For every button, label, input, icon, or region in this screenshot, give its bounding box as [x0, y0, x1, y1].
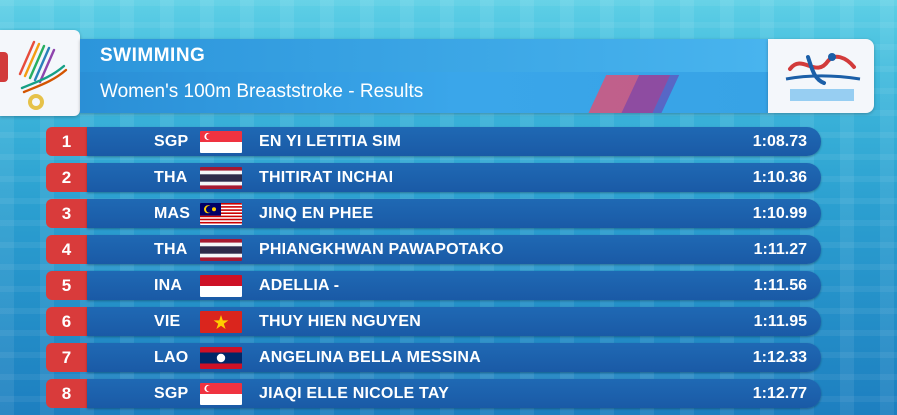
flag-tha-icon	[200, 239, 242, 261]
country-code: SGP	[154, 133, 189, 150]
result-time: 1:11.95	[753, 313, 807, 330]
country-code: SGP	[154, 385, 189, 402]
result-row: 7 LAO ANGELINA BELLA MESSINA 1:12.33	[46, 343, 821, 372]
flag-mas-icon	[200, 203, 242, 225]
result-row: 4 THA PHIANGKHWAN PAWAPOTAKO 1:11.27	[46, 235, 821, 264]
athlete-name: PHIANGKHWAN PAWAPOTAKO	[259, 241, 504, 258]
results-header: SWIMMING Women's 100m Breaststroke - Res…	[80, 39, 768, 113]
result-time: 1:12.77	[752, 385, 807, 402]
country-code: THA	[154, 241, 188, 258]
rank-badge: 4	[46, 235, 87, 264]
result-time: 1:12.33	[752, 349, 807, 366]
rank-badge: 3	[46, 199, 87, 228]
swimming-logo-right	[768, 39, 874, 113]
logo-tab	[0, 52, 8, 82]
header-top-band	[80, 39, 768, 72]
rank-badge: 8	[46, 379, 87, 408]
country-code: THA	[154, 169, 188, 186]
result-row: 8 SGP JIAQI ELLE NICOLE TAY 1:12.77	[46, 379, 821, 408]
result-bar: THA PHIANGKHWAN PAWAPOTAKO 1:11.27	[87, 235, 821, 264]
athlete-name: ADELLIA -	[259, 277, 340, 294]
flag-tha-icon	[200, 167, 242, 189]
games-logo-left	[0, 30, 80, 116]
athlete-name: JINQ EN PHEE	[259, 205, 374, 222]
result-bar: SGP EN YI LETITIA SIM 1:08.73	[87, 127, 821, 156]
flag-sgp-icon	[200, 383, 242, 405]
result-time: 1:08.73	[752, 133, 807, 150]
country-code: INA	[154, 277, 183, 294]
flag-lao-icon	[200, 347, 242, 369]
result-row: 6 VIE THUY HIEN NGUYEN 1:11.95	[46, 307, 821, 336]
athlete-name: ANGELINA BELLA MESSINA	[259, 349, 481, 366]
rank-badge: 5	[46, 271, 87, 300]
result-row: 3 MAS JINQ EN PHEE 1:10.99	[46, 199, 821, 228]
result-time: 1:11.56	[753, 277, 807, 294]
athlete-name: EN YI LETITIA SIM	[259, 133, 402, 150]
athlete-name: THITIRAT INCHAI	[259, 169, 394, 186]
result-bar: SGP JIAQI ELLE NICOLE TAY 1:12.77	[87, 379, 821, 408]
result-time: 1:10.99	[752, 205, 807, 222]
swimmer-emblem-icon	[785, 53, 861, 101]
event-title: Women's 100m Breaststroke - Results	[100, 81, 424, 102]
result-row: 1 SGP EN YI LETITIA SIM 1:08.73	[46, 127, 821, 156]
athlete-name: THUY HIEN NGUYEN	[259, 313, 422, 330]
country-code: LAO	[154, 349, 189, 366]
result-bar: THA THITIRAT INCHAI 1:10.36	[87, 163, 821, 192]
result-bar: MAS JINQ EN PHEE 1:10.99	[87, 199, 821, 228]
athlete-name: JIAQI ELLE NICOLE TAY	[259, 385, 450, 402]
result-row: 5 INA ADELLIA - 1:11.56	[46, 271, 821, 300]
country-code: MAS	[154, 205, 191, 222]
rank-badge: 1	[46, 127, 87, 156]
result-bar: LAO ANGELINA BELLA MESSINA 1:12.33	[87, 343, 821, 372]
sport-title: SWIMMING	[100, 45, 206, 66]
flag-vie-icon	[200, 311, 242, 333]
country-code: VIE	[154, 313, 181, 330]
rank-badge: 2	[46, 163, 87, 192]
result-time: 1:11.27	[753, 241, 807, 258]
rank-badge: 7	[46, 343, 87, 372]
rank-badge: 6	[46, 307, 87, 336]
result-row: 2 THA THITIRAT INCHAI 1:10.36	[46, 163, 821, 192]
games-emblem-icon	[18, 40, 68, 110]
result-bar: INA ADELLIA - 1:11.56	[87, 271, 821, 300]
result-bar: VIE THUY HIEN NGUYEN 1:11.95	[87, 307, 821, 336]
flag-sgp-icon	[200, 131, 242, 153]
flag-ina-icon	[200, 275, 242, 297]
result-time: 1:10.36	[752, 169, 807, 186]
results-list: 1 SGP EN YI LETITIA SIM 1:08.73 2 THA TH…	[46, 127, 821, 415]
